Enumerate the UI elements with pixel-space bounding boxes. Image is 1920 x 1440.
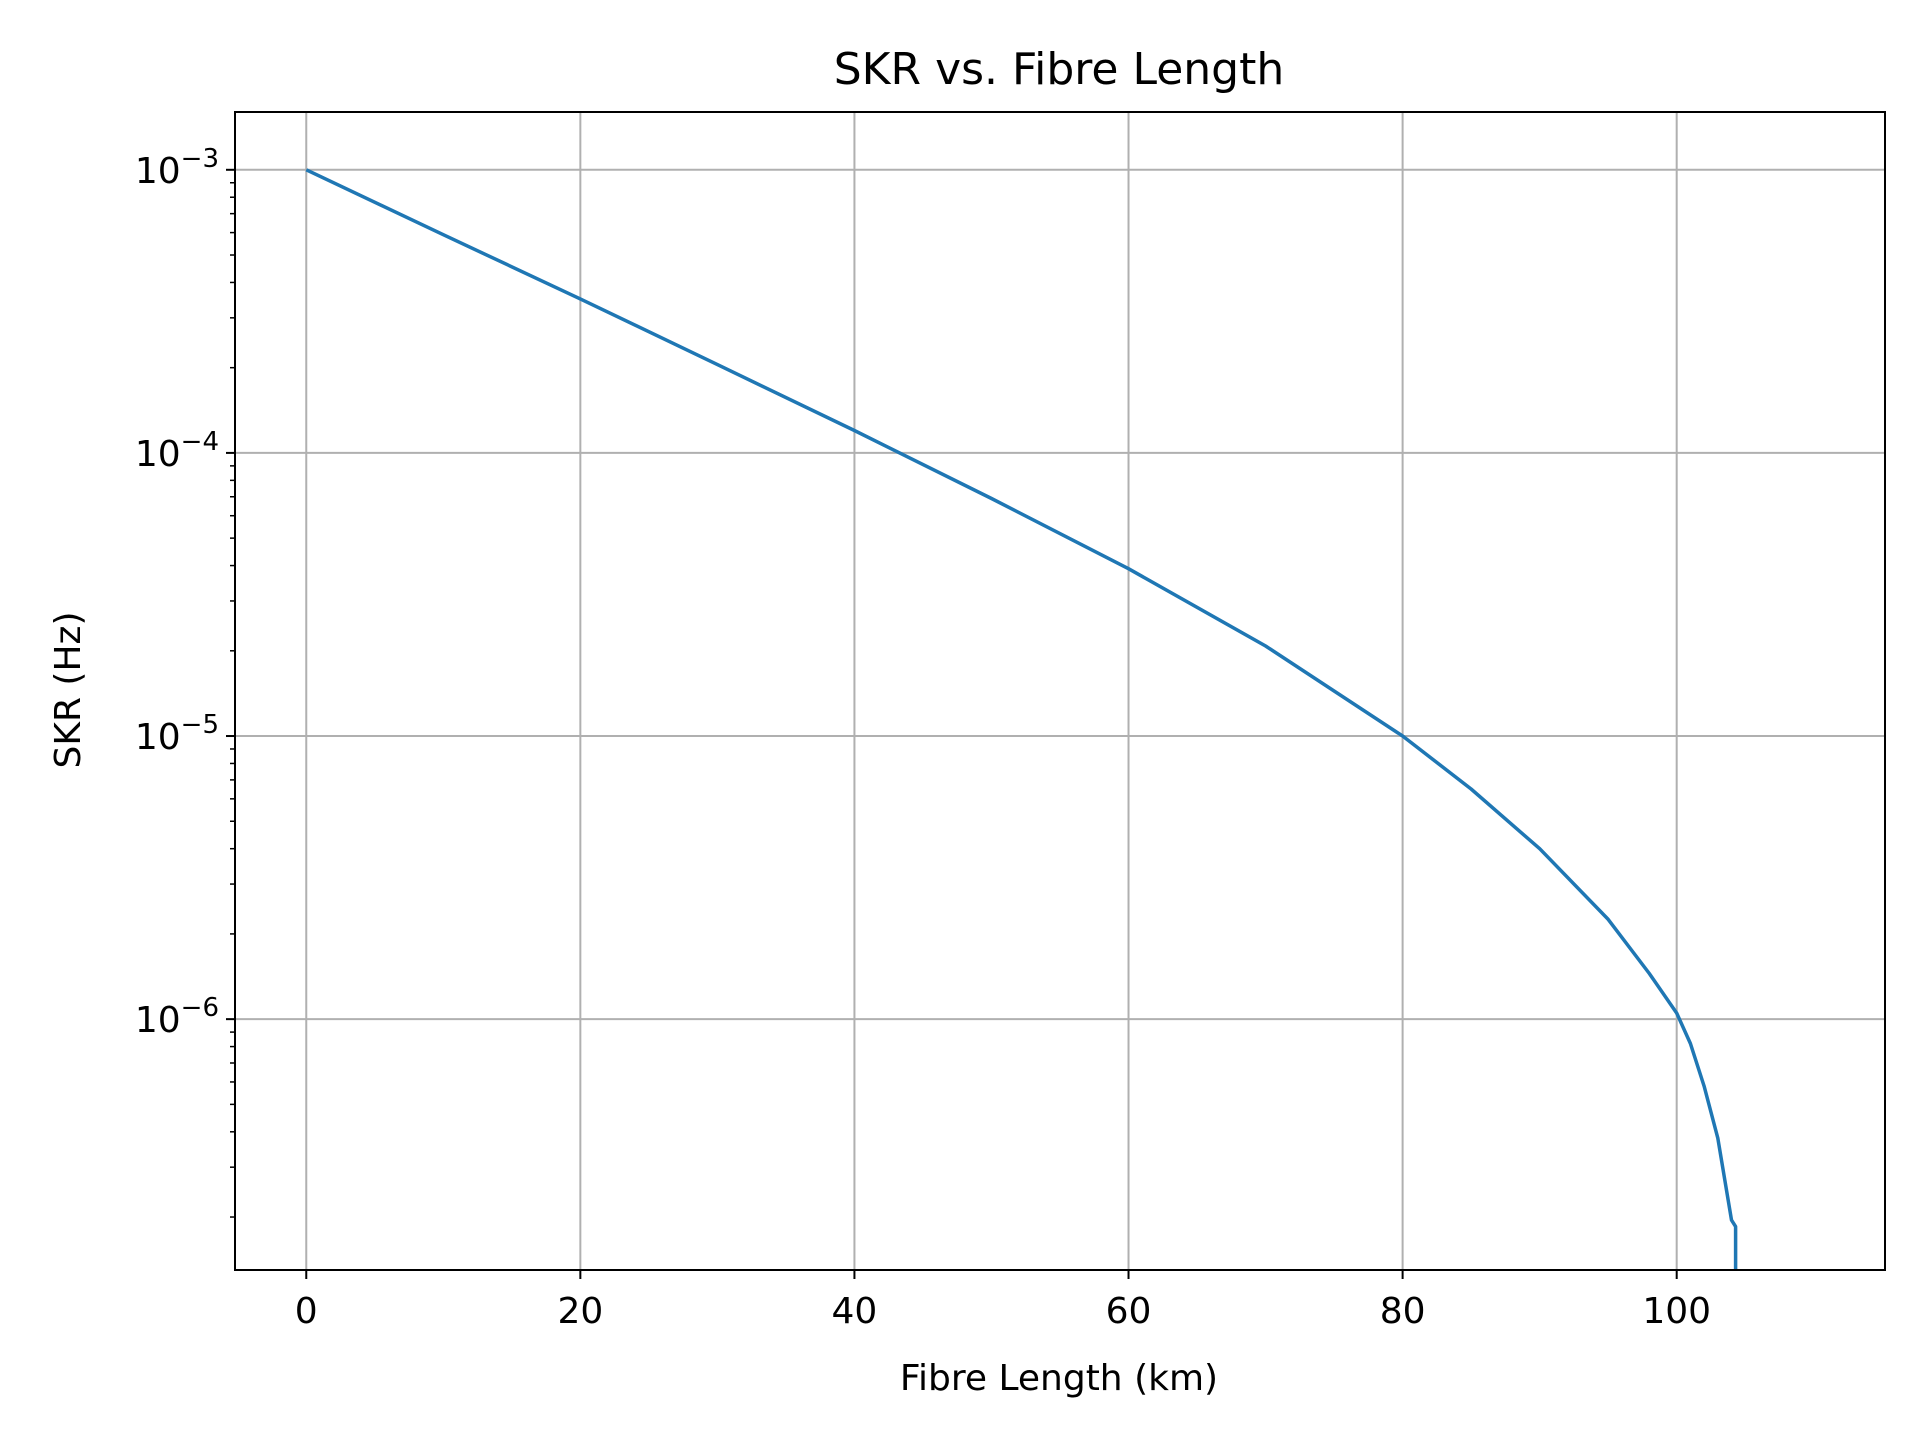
y-tick-base: 10 [135, 717, 181, 758]
x-tick-label: 60 [1106, 1291, 1152, 1332]
x-tick-label: 100 [1642, 1291, 1711, 1332]
x-tick-label: 20 [557, 1291, 603, 1332]
y-tick-base: 10 [135, 434, 181, 475]
x-tick-label: 0 [295, 1291, 318, 1332]
y-axis-label: SKR (Hz) [48, 612, 89, 769]
series-line [305, 168, 1738, 1270]
y-tick-exponent: −3 [181, 144, 219, 174]
y-tick-base: 10 [135, 151, 181, 192]
chart-title: SKR vs. Fibre Length [834, 44, 1284, 95]
x-tick-label: 80 [1380, 1291, 1426, 1332]
x-axis-label: Fibre Length (km) [900, 1358, 1218, 1399]
y-tick-label: 10−3 [135, 144, 219, 192]
series-layer [305, 168, 1738, 1270]
x-tick-label: 40 [832, 1291, 878, 1332]
y-tick-label: 10−5 [135, 710, 219, 758]
y-tick-exponent: −4 [181, 427, 219, 457]
x-axis-ticks: 0 20 40 60 80 100 [295, 1270, 1711, 1332]
y-tick-label: 10−4 [135, 427, 219, 475]
y-axis-ticks: 10−310−410−510−6 [135, 144, 235, 1041]
grid [235, 112, 1885, 1270]
y-tick-base: 10 [135, 1000, 181, 1041]
y-tick-exponent: −5 [181, 710, 219, 740]
y-tick-exponent: −6 [181, 993, 219, 1023]
plot-frame [234, 111, 1886, 1271]
y-tick-label: 10−6 [135, 993, 219, 1041]
